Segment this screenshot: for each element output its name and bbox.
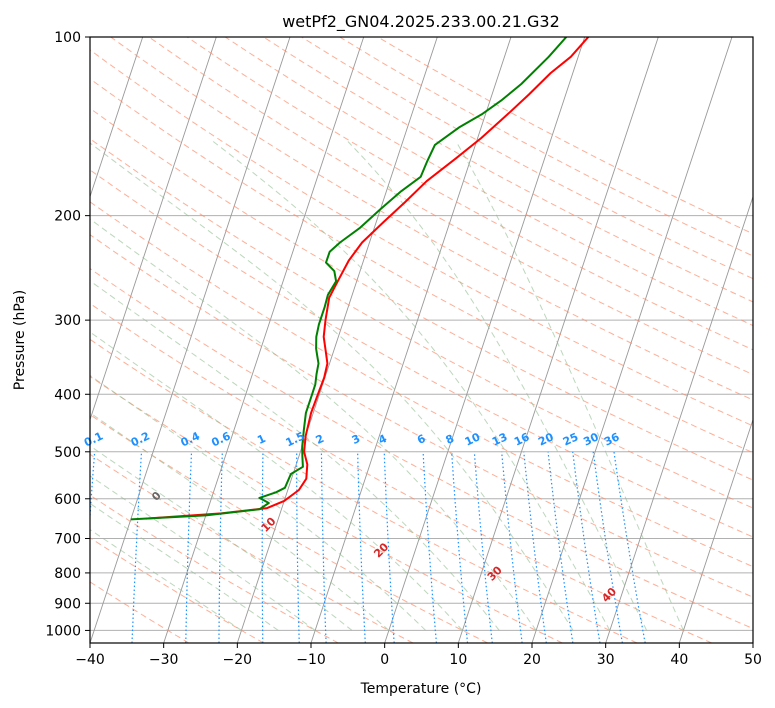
isotherm-line bbox=[605, 195, 753, 643]
mixing-ratio-label: 25 bbox=[561, 430, 580, 448]
dry-adiabat bbox=[90, 537, 264, 643]
x-tick-label: −40 bbox=[75, 652, 105, 668]
x-tick-label: 10 bbox=[449, 652, 467, 668]
mixing-ratio-line bbox=[501, 451, 523, 643]
y-tick-label: 400 bbox=[54, 387, 81, 403]
moist-adiabat bbox=[347, 141, 648, 631]
mixing-ratio-line bbox=[547, 451, 574, 643]
x-tick-label: 0 bbox=[380, 652, 389, 668]
isotherm-line bbox=[163, 37, 365, 643]
dry-adiabat bbox=[90, 338, 638, 643]
mixing-ratio-line bbox=[572, 451, 601, 643]
moist-adiabat bbox=[90, 280, 500, 631]
mixing-ratio-line bbox=[523, 451, 547, 643]
isotherm-line bbox=[457, 37, 659, 643]
axes-frame bbox=[89, 36, 754, 644]
dry-adiabat bbox=[90, 49, 753, 427]
thermo-lines bbox=[0, 37, 753, 643]
y-axis-label: Pressure (hPa) bbox=[12, 290, 28, 390]
dry-adiabat bbox=[90, 302, 712, 643]
moist-adiabat bbox=[90, 331, 463, 631]
dry-adiabat bbox=[90, 78, 753, 454]
mixing-ratio-line bbox=[451, 451, 469, 643]
dry-adiabat bbox=[148, 37, 753, 376]
isotherm-line bbox=[90, 37, 217, 422]
grid bbox=[90, 37, 753, 631]
y-axis: 100 200 300 400 500 600 700 800 900 1000 bbox=[45, 30, 90, 639]
moist-adiabat bbox=[455, 141, 684, 631]
y-tick-label: 100 bbox=[54, 30, 81, 46]
mixing-ratio-label: 20 bbox=[536, 430, 556, 448]
y-tick-label: 900 bbox=[54, 596, 81, 612]
mixing-ratio-label: 30 bbox=[581, 430, 601, 448]
plot-area bbox=[90, 37, 753, 643]
y-tick-label: 500 bbox=[54, 445, 81, 461]
y-tick-label: 1000 bbox=[45, 623, 81, 639]
isotherm-line bbox=[310, 37, 512, 643]
series bbox=[130, 37, 590, 521]
dry-adiabat bbox=[90, 267, 753, 630]
isotherm-line bbox=[752, 641, 753, 643]
mixing-ratio-line bbox=[422, 451, 437, 643]
dry-adiabat bbox=[90, 169, 753, 538]
dry-adiabat bbox=[90, 453, 414, 643]
x-tick-label: −30 bbox=[149, 652, 179, 668]
moist-adiabat bbox=[90, 218, 537, 631]
x-axis-label: Temperature (°C) bbox=[360, 681, 482, 697]
isotherm-line bbox=[90, 37, 291, 643]
moist-adiabat bbox=[90, 142, 574, 631]
x-axis: −40 −30 −20 −10 0 10 20 30 40 50 bbox=[75, 643, 762, 668]
mixing-ratio-line bbox=[383, 451, 395, 643]
x-tick-label: 40 bbox=[670, 652, 688, 668]
y-tick-label: 800 bbox=[54, 566, 81, 582]
isotherm-line bbox=[236, 37, 438, 643]
series-line-0 bbox=[145, 37, 590, 520]
moist-adiabat bbox=[90, 374, 426, 631]
isotherm-line bbox=[531, 37, 733, 643]
isotherm-line bbox=[384, 37, 586, 643]
mixing-ratio-line bbox=[131, 451, 143, 643]
mixing-ratio-label: 10 bbox=[463, 430, 483, 448]
x-tick-label: −20 bbox=[223, 652, 253, 668]
series-line-1 bbox=[130, 37, 568, 521]
mixing-ratio-label: 13 bbox=[490, 430, 509, 448]
dry-adiabat bbox=[186, 37, 753, 351]
y-tick-label: 700 bbox=[54, 532, 81, 548]
dry-adiabat bbox=[90, 581, 190, 643]
mixing-ratio-line bbox=[473, 451, 493, 643]
y-tick-label: 600 bbox=[54, 492, 81, 508]
y-tick-label: 200 bbox=[54, 209, 81, 225]
mixing-ratio-line bbox=[357, 451, 366, 643]
isotherm-line bbox=[90, 37, 144, 199]
dry-adiabat bbox=[90, 234, 753, 598]
moist-adiabat bbox=[212, 141, 611, 631]
x-tick-label: 50 bbox=[744, 652, 762, 668]
moist-adiabat bbox=[90, 445, 353, 631]
dry-adiabat bbox=[90, 375, 563, 643]
x-tick-label: 20 bbox=[523, 652, 541, 668]
mixing-ratio-label: 36 bbox=[602, 430, 622, 448]
isotherm-line bbox=[0, 37, 69, 643]
mixing-ratio-line bbox=[90, 451, 96, 524]
x-tick-label: −10 bbox=[296, 652, 326, 668]
plot-frame bbox=[89, 36, 754, 644]
moist-adiabat bbox=[90, 412, 390, 631]
moist-adiabat bbox=[90, 475, 316, 631]
isotherm-line bbox=[678, 418, 753, 643]
mixing-ratio-label: 16 bbox=[512, 430, 532, 448]
y-tick-label: 300 bbox=[54, 313, 81, 329]
x-tick-label: 30 bbox=[597, 652, 615, 668]
dry-adiabat bbox=[90, 414, 488, 643]
chart-title: wetPf2_GN04.2025.233.00.21.G32 bbox=[282, 12, 560, 32]
dry-adiabat bbox=[90, 201, 753, 568]
plot-background bbox=[90, 37, 753, 643]
moist-adiabat bbox=[90, 528, 242, 631]
